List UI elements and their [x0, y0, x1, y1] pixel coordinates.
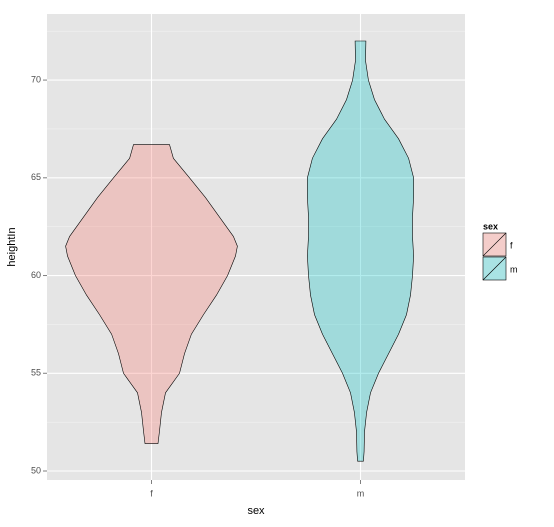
x-tick-label: m [357, 488, 365, 498]
y-axis-label: heightIn [6, 227, 18, 266]
panel [47, 14, 465, 480]
y-tick-label: 50 [31, 465, 41, 475]
y-tick-label: 60 [31, 270, 41, 280]
violin [307, 40, 414, 462]
y-tick-label: 65 [31, 172, 41, 182]
grid [47, 14, 465, 480]
legend-title: sex [483, 221, 498, 231]
legend-label: m [510, 264, 518, 274]
violins [65, 40, 414, 462]
legend-key-line [482, 232, 507, 257]
x-axis-label: sex [247, 505, 265, 517]
y-tick-label: 70 [31, 74, 41, 84]
legend-label: f [510, 240, 513, 250]
legend-key-line [482, 256, 507, 281]
y-tick-label: 55 [31, 368, 41, 378]
violin [65, 144, 238, 444]
x-tick-label: f [150, 488, 153, 498]
